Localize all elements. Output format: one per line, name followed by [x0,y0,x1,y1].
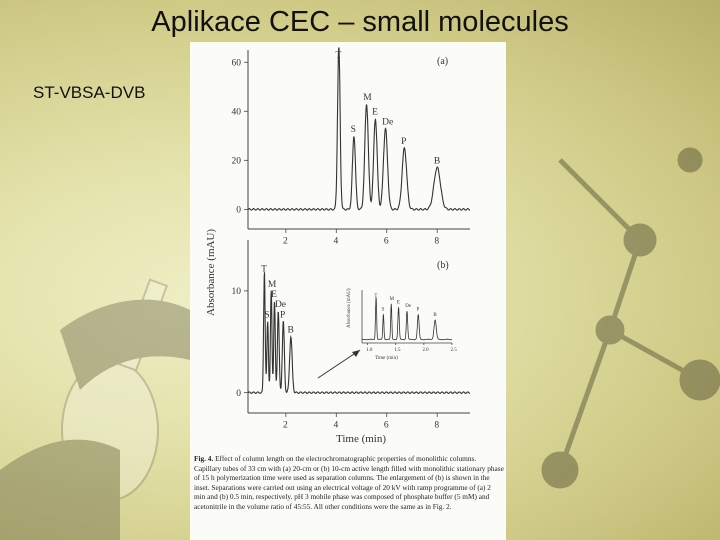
molecule-bond [557,329,613,471]
molecule-atom [623,223,657,257]
peak-label: S [382,308,385,313]
hand-silhouette [0,439,120,540]
molecule-atom [677,147,703,173]
peak-label: E [271,290,277,300]
y-tick-label: 40 [232,108,242,118]
peak-label: De [275,300,286,310]
x-tick-label: 2.0 [422,348,429,353]
x-tick-label: 1.5 [394,348,401,353]
peak-label: De [405,304,412,309]
flask-icon [61,359,159,501]
x-axis-label: Time (min) [336,433,386,445]
flask-neck [117,278,169,372]
y-tick-label: 0 [236,206,241,216]
peak-label: B [434,157,440,167]
y-axis-label: Absorbance (mAU) [205,229,217,316]
inset-chart: 1.0 1.5 2.0 2.5 T S ME De P B Time (min) Absorba… [347,288,457,361]
y-tick-label: 20 [232,157,242,167]
x-tick-label: 2.5 [451,348,458,353]
peak-label: P [417,308,420,313]
hand-silhouette [60,299,190,390]
peak-label: M [390,297,395,302]
figure-panel [190,42,506,540]
peak-label: E [397,301,400,306]
caption-text: Effect of column length on the electroch… [194,454,504,511]
x-tick-label: 6 [384,237,389,247]
x-tick-label: 2 [283,237,288,247]
y-tick-label: 60 [232,59,242,69]
molecule-atom [679,359,720,401]
x-tick-label: 4 [333,421,338,431]
molecule-bond [558,158,642,242]
peak-label: B [433,313,437,318]
peak-label: S [264,310,269,320]
peak-label: P [401,137,406,147]
chart-a-panel-label: (a) [437,56,448,67]
peak-label: M [363,93,372,103]
inset-arrow-head [352,350,360,357]
peak-label: S [351,125,356,135]
slide-subtitle: ST-VBSA-DVB [33,83,146,102]
inset-arrow [317,349,361,379]
slide-title: Aplikace CEC – small molecules [151,6,569,38]
peak-label: De [382,117,393,127]
molecule-atom [595,315,625,345]
chart-a-trace [247,47,471,211]
inset-trace [362,297,452,341]
molecule-bond [608,327,702,383]
molecule-bond [607,239,643,331]
peak-label: T [374,294,377,299]
inset-x-axis-label: Time (min) [375,356,398,361]
x-tick-label: 8 [434,237,439,247]
x-tick-label: 8 [434,421,439,431]
figure-caption: Fig. 4. Effect of column length on the e… [194,454,504,512]
molecule-atom [541,451,579,489]
x-tick-label: 4 [333,237,338,247]
caption-label: Fig. 4. [194,454,214,463]
chart-b-trace [247,272,471,394]
x-tick-label: 2 [283,421,288,431]
x-tick-label: 1.0 [366,348,373,353]
x-tick-label: 6 [384,421,389,431]
y-tick-label: 10 [232,287,242,297]
peak-label: P [280,310,285,320]
peak-label: T [261,265,267,275]
inset-y-axis-label: Absorbance (mAU) [347,288,352,328]
peak-label: B [288,326,294,336]
y-tick-label: 0 [236,389,241,399]
chart-b-panel-label: (b) [437,260,449,271]
peak-label: E [372,108,378,118]
peak-label: M [268,280,277,290]
